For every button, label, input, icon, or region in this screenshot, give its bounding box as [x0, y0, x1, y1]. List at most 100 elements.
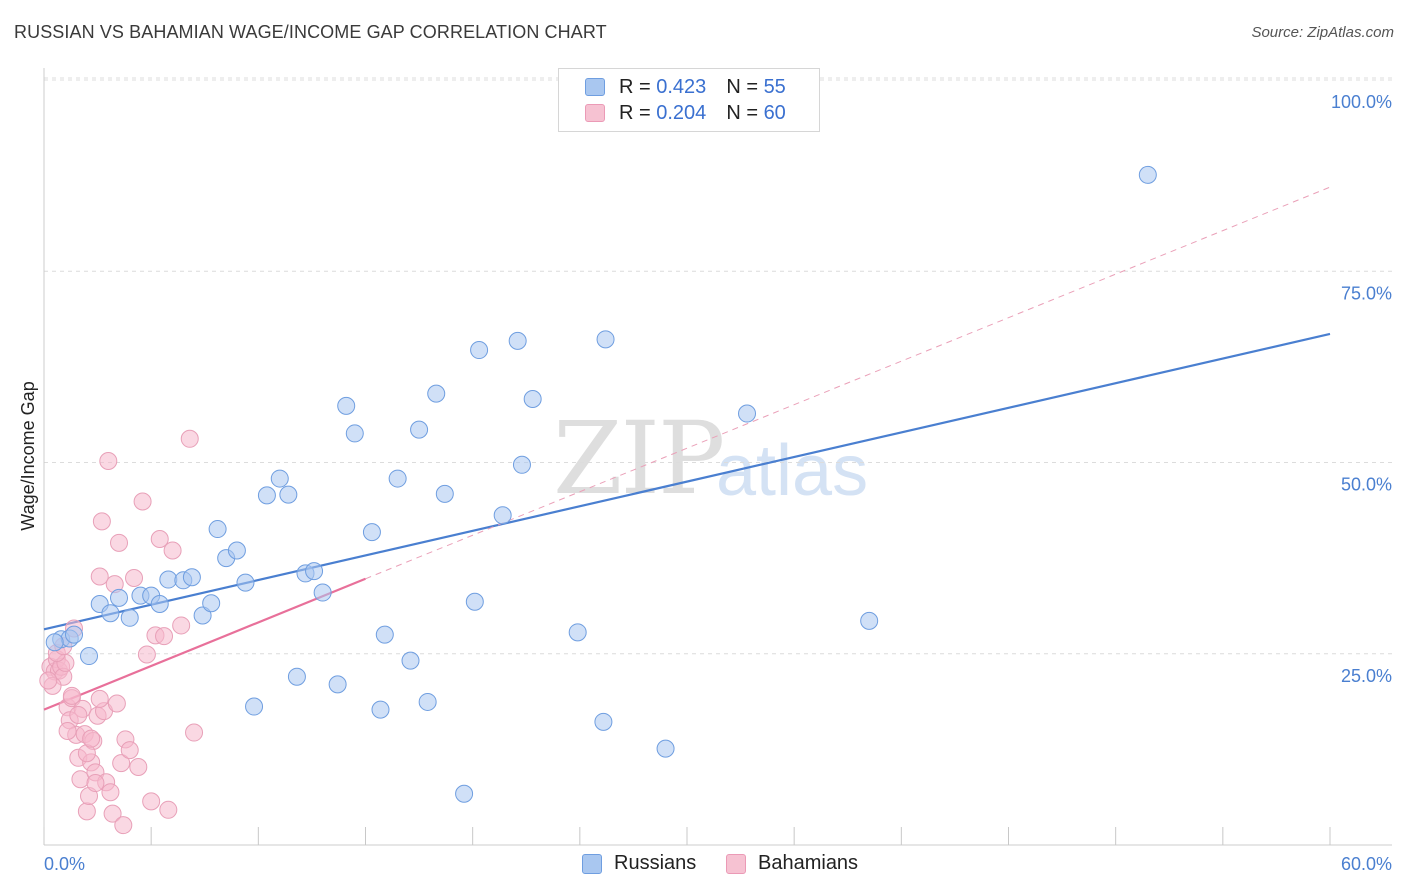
russians-point: [594, 712, 613, 731]
russians-point: [193, 606, 212, 625]
russians-point: [596, 330, 615, 349]
bahamians-point: [77, 802, 96, 821]
correlation-legend: R = 0.423 N = 55 R = 0.204 N = 60: [558, 68, 820, 132]
russians-point: [568, 623, 587, 642]
russians-point: [150, 595, 169, 614]
bahamians-point: [133, 492, 152, 511]
axis-labels: 25.0% 50.0% 75.0% 100.0% 0.0% 60.0% Wage/Incom…: [18, 92, 1392, 874]
x-tick-label-min: 0.0%: [44, 854, 85, 874]
bahamians-point: [86, 774, 105, 793]
russians-point: [427, 384, 446, 403]
russians-point: [337, 396, 356, 415]
bahamians-point: [110, 533, 129, 552]
bahamians-point: [90, 567, 109, 586]
bahamians-point: [155, 627, 174, 646]
russians-point: [159, 570, 178, 589]
bahamians-point: [90, 689, 109, 708]
x-tick-label-max: 60.0%: [1341, 854, 1392, 874]
bahamians-point: [114, 816, 133, 835]
bahamians-point: [92, 512, 111, 531]
axes: [43, 68, 1392, 846]
watermark-zip: ZIP: [553, 400, 725, 517]
russians-point: [508, 331, 527, 350]
watermark-atlas: atlas: [716, 431, 869, 511]
russians-point: [435, 484, 454, 503]
russians-label: Russians: [614, 852, 697, 874]
bahamians-point: [101, 783, 120, 802]
russians-point: [227, 541, 246, 560]
russians-points: [45, 165, 1157, 803]
bahamians-point: [129, 757, 148, 776]
bahamians-point: [62, 686, 81, 705]
bahamians-point: [159, 800, 178, 819]
bahamians-point: [58, 722, 77, 741]
legend-r-label: R =: [619, 75, 651, 98]
russians-point: [362, 523, 381, 542]
bahamians-point: [125, 569, 144, 588]
legend-n-label: N =: [726, 75, 758, 98]
russians-point: [388, 469, 407, 488]
russians-point: [401, 651, 420, 670]
russians-point: [523, 390, 542, 409]
legend-item-russians[interactable]: Russians: [582, 852, 696, 875]
bahamians-point: [150, 530, 169, 548]
legend-n-label: N =: [726, 101, 758, 124]
bahamians-point: [82, 729, 101, 748]
bahamians-point: [120, 741, 139, 760]
russians-point: [80, 647, 99, 666]
russians-point: [418, 692, 437, 711]
russians-point: [860, 611, 879, 630]
bahamians-point: [180, 429, 199, 448]
legend-swatch-bahamians: [585, 104, 605, 122]
russians-point: [257, 486, 276, 505]
russians-point: [45, 633, 64, 652]
russians-point: [245, 697, 264, 716]
russians-point: [375, 625, 394, 644]
bahamians-point: [142, 792, 161, 811]
bahamians-trend-extension: [365, 186, 1331, 580]
legend-item-bahamians[interactable]: Bahamians: [726, 852, 858, 875]
y-tick-label: 100.0%: [1331, 92, 1392, 112]
russians-point: [371, 700, 390, 719]
trend-lines: [43, 186, 1331, 711]
y-tick-label: 75.0%: [1341, 283, 1392, 303]
russians-point: [208, 520, 227, 539]
russians-point: [120, 608, 139, 627]
series-legend: Russians Bahamians: [0, 852, 1406, 876]
bahamians-point: [112, 754, 131, 773]
legend-row-russians: R = 0.423 N = 55: [585, 75, 786, 99]
russians-point: [202, 594, 221, 613]
russians-point: [512, 455, 531, 474]
bahamians-label: Bahamians: [758, 852, 859, 874]
russians-point: [656, 739, 675, 758]
legend-r-value: 0.423: [656, 75, 707, 98]
russians-point: [287, 667, 306, 686]
bahamians-point: [69, 705, 88, 724]
bahamians-point: [185, 723, 204, 742]
bahamians-trend-line: [43, 577, 366, 711]
legend-n-value: 60: [763, 101, 786, 124]
y-tick-label: 25.0%: [1341, 666, 1392, 686]
y-tick-label: 50.0%: [1341, 475, 1392, 495]
russians-point: [65, 625, 84, 644]
russians-point: [1138, 165, 1157, 184]
y-axis-title: Wage/Income Gap: [18, 381, 38, 530]
bahamians-point: [163, 541, 182, 560]
bahamians-point: [107, 694, 126, 713]
russians-swatch: [582, 853, 602, 874]
bahamians-point: [71, 770, 90, 789]
russians-point: [182, 568, 201, 587]
chart-title: RUSSIAN VS BAHAMIAN WAGE/INCOME GAP CORR…: [14, 22, 607, 42]
russians-point: [465, 592, 484, 611]
bahamians-point: [99, 451, 118, 470]
russians-point: [279, 485, 298, 504]
russians-point: [345, 424, 364, 443]
russians-point: [410, 420, 429, 439]
russians-point: [101, 604, 120, 623]
legend-swatch-russians: [585, 78, 605, 96]
legend-n-value: 55: [763, 75, 786, 98]
russians-point: [328, 675, 347, 694]
legend-row-bahamians: R = 0.204 N = 60: [585, 101, 786, 125]
russians-point: [305, 562, 324, 581]
